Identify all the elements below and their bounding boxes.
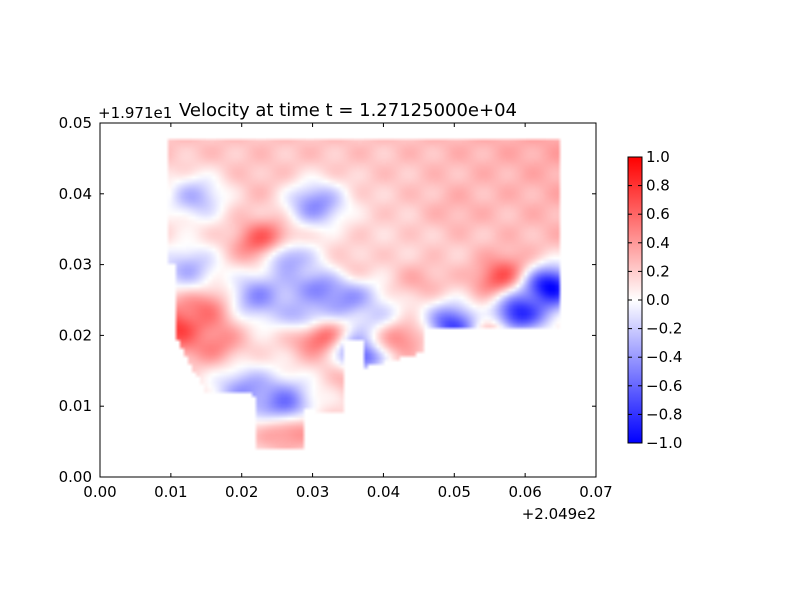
- colorbar-ticks: 1.0 0.8 0.6 0.4 0.2 0.0 −0.2 −0.4 −0.6 −0.8 −1.0: [628, 148, 682, 452]
- y-tick-label: 0.00: [59, 468, 92, 486]
- y-tick-label: 0.04: [59, 185, 92, 203]
- x-axis: 0.00 0.01 0.02 0.03 0.04 0.05 0.06 0.07: [83, 123, 613, 501]
- colorbar-tick-label: −0.2: [646, 320, 682, 338]
- velocity-field-image: [100, 123, 596, 477]
- y-tick-label: 0.02: [59, 326, 92, 344]
- colorbar-tick-label: 0.8: [646, 177, 670, 195]
- colorbar-tick-label: −0.8: [646, 405, 682, 423]
- colorbar: 1.0 0.8 0.6 0.4 0.2 0.0 −0.2 −0.4 −0.6 −0.8 −1.0: [627, 148, 682, 452]
- chart-title: Velocity at time t = 1.27125000e+04: [179, 100, 517, 121]
- y-tick-label: 0.01: [59, 397, 92, 415]
- colorbar-tick-label: 0.6: [646, 205, 670, 223]
- colorbar-tick-label: 0.0: [646, 291, 670, 309]
- y-tick-label: 0.03: [59, 256, 92, 274]
- x-tick-label: 0.00: [83, 483, 116, 501]
- x-tick-label: 0.05: [438, 483, 471, 501]
- colorbar-tick-label: 0.2: [646, 262, 670, 280]
- x-tick-label: 0.04: [367, 483, 400, 501]
- colorbar-tick-label: 0.4: [646, 234, 670, 252]
- colorbar-tick-label: −1.0: [646, 434, 682, 452]
- colorbar-tick-label: −0.4: [646, 348, 682, 366]
- x-tick-label: 0.06: [508, 483, 541, 501]
- x-offset-label: +2.049e2: [522, 505, 596, 523]
- plot-frame: [99, 122, 597, 478]
- x-tick-label: 0.02: [225, 483, 258, 501]
- y-axis: 0.00 0.01 0.02 0.03 0.04 0.05: [59, 114, 596, 486]
- x-tick-label: 0.07: [579, 483, 612, 501]
- y-offset-label: +1.971e1: [98, 104, 172, 122]
- plot-area: 0.00 0.01 0.02 0.03 0.04 0.05 0.06 0.07 0.000.0…: [59, 114, 613, 501]
- colorbar-tick-label: −0.6: [646, 377, 682, 395]
- y-tick-label: 0.05: [59, 114, 92, 132]
- x-tick-label: 0.03: [296, 483, 329, 501]
- x-tick-label: 0.01: [154, 483, 187, 501]
- colorbar-tick-label: 1.0: [646, 148, 670, 166]
